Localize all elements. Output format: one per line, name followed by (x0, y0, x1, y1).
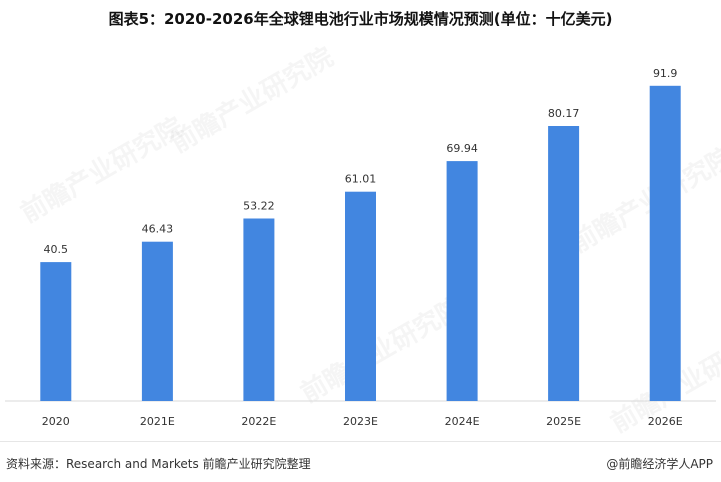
x-tick-2026E: 2026E (648, 415, 683, 428)
x-tick-2022E: 2022E (241, 415, 276, 428)
value-label-2022E: 53.22 (243, 200, 275, 213)
bar-2024E (446, 161, 478, 401)
bar-2020 (40, 262, 72, 401)
x-tick-2021E: 2021E (140, 415, 175, 428)
bar-2025E (548, 126, 580, 401)
value-label-2025E: 80.17 (548, 107, 580, 120)
bar-series (40, 85, 681, 402)
x-tick-2025E: 2025E (546, 415, 581, 428)
value-label-2024E: 69.94 (446, 142, 478, 155)
value-label-2026E: 91.9 (653, 67, 678, 80)
value-label-2021E: 46.43 (142, 223, 174, 236)
bar-2026E (649, 85, 681, 402)
chart-title: 图表5：2020-2026年全球锂电池行业市场规模情况预测(单位：十亿美元) (108, 10, 613, 28)
footer-divider (0, 441, 721, 442)
value-labels: 40.5 46.43 53.22 61.01 69.94 80.17 91.9 (44, 67, 678, 256)
value-label-2023E: 61.01 (345, 173, 377, 186)
x-tick-2020: 2020 (42, 415, 70, 428)
x-tick-labels: 2020 2021E 2022E 2023E 2024E 2025E 2026E (42, 415, 683, 428)
brand-credit: @前瞻经济学人APP (606, 457, 713, 471)
source-note: 资料来源：Research and Markets 前瞻产业研究院整理 (6, 457, 311, 471)
bar-2021E (141, 241, 173, 401)
x-tick-2023E: 2023E (343, 415, 378, 428)
bar-2022E (243, 218, 275, 401)
x-tick-2024E: 2024E (445, 415, 480, 428)
value-label-2020: 40.5 (44, 243, 69, 256)
bar-2023E (345, 191, 376, 401)
